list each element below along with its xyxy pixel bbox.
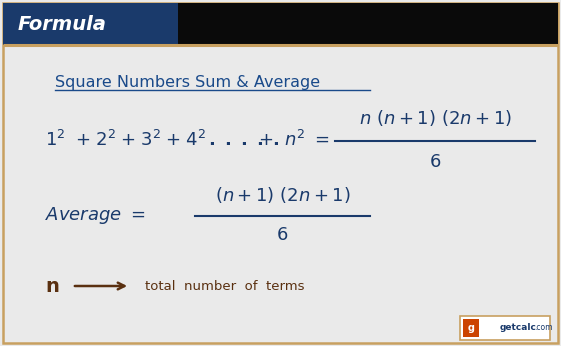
Text: Square Numbers Sum & Average: Square Numbers Sum & Average bbox=[55, 74, 320, 90]
Bar bbox=[178, 3, 558, 45]
Bar bbox=[3, 3, 178, 45]
Text: $+\ 2^2$: $+\ 2^2$ bbox=[75, 130, 116, 150]
Text: $6$: $6$ bbox=[429, 153, 441, 171]
Text: $+\ \ n^2\ =$: $+\ \ n^2\ =$ bbox=[258, 130, 330, 150]
Text: $Average\ =$: $Average\ =$ bbox=[45, 204, 145, 226]
Text: $+\ 3^2$: $+\ 3^2$ bbox=[120, 130, 162, 150]
Text: $(n+1)\ (2n+1)$: $(n+1)\ (2n+1)$ bbox=[215, 185, 351, 205]
Text: .com: .com bbox=[534, 324, 552, 333]
Text: $\mathbf{n}$: $\mathbf{n}$ bbox=[45, 276, 59, 295]
Bar bbox=[463, 319, 479, 337]
Text: $n\ (n+1)\ (2n+1)$: $n\ (n+1)\ (2n+1)$ bbox=[358, 108, 512, 128]
Text: getcalc: getcalc bbox=[499, 324, 536, 333]
Text: $\mathbf{.}\ \mathbf{.}\ \mathbf{.}\ \mathbf{.}\ \mathbf{.}$: $\mathbf{.}\ \mathbf{.}\ \mathbf{.}\ \ma… bbox=[208, 131, 280, 149]
Polygon shape bbox=[178, 3, 206, 45]
Text: total  number  of  terms: total number of terms bbox=[145, 280, 305, 292]
Text: Formula: Formula bbox=[18, 15, 107, 34]
Text: $+\ 4^2$: $+\ 4^2$ bbox=[165, 130, 206, 150]
Text: $1^2$: $1^2$ bbox=[45, 130, 66, 150]
Text: $6$: $6$ bbox=[277, 226, 288, 244]
Text: g: g bbox=[467, 323, 475, 333]
Bar bbox=[460, 316, 550, 340]
FancyArrowPatch shape bbox=[75, 283, 125, 289]
